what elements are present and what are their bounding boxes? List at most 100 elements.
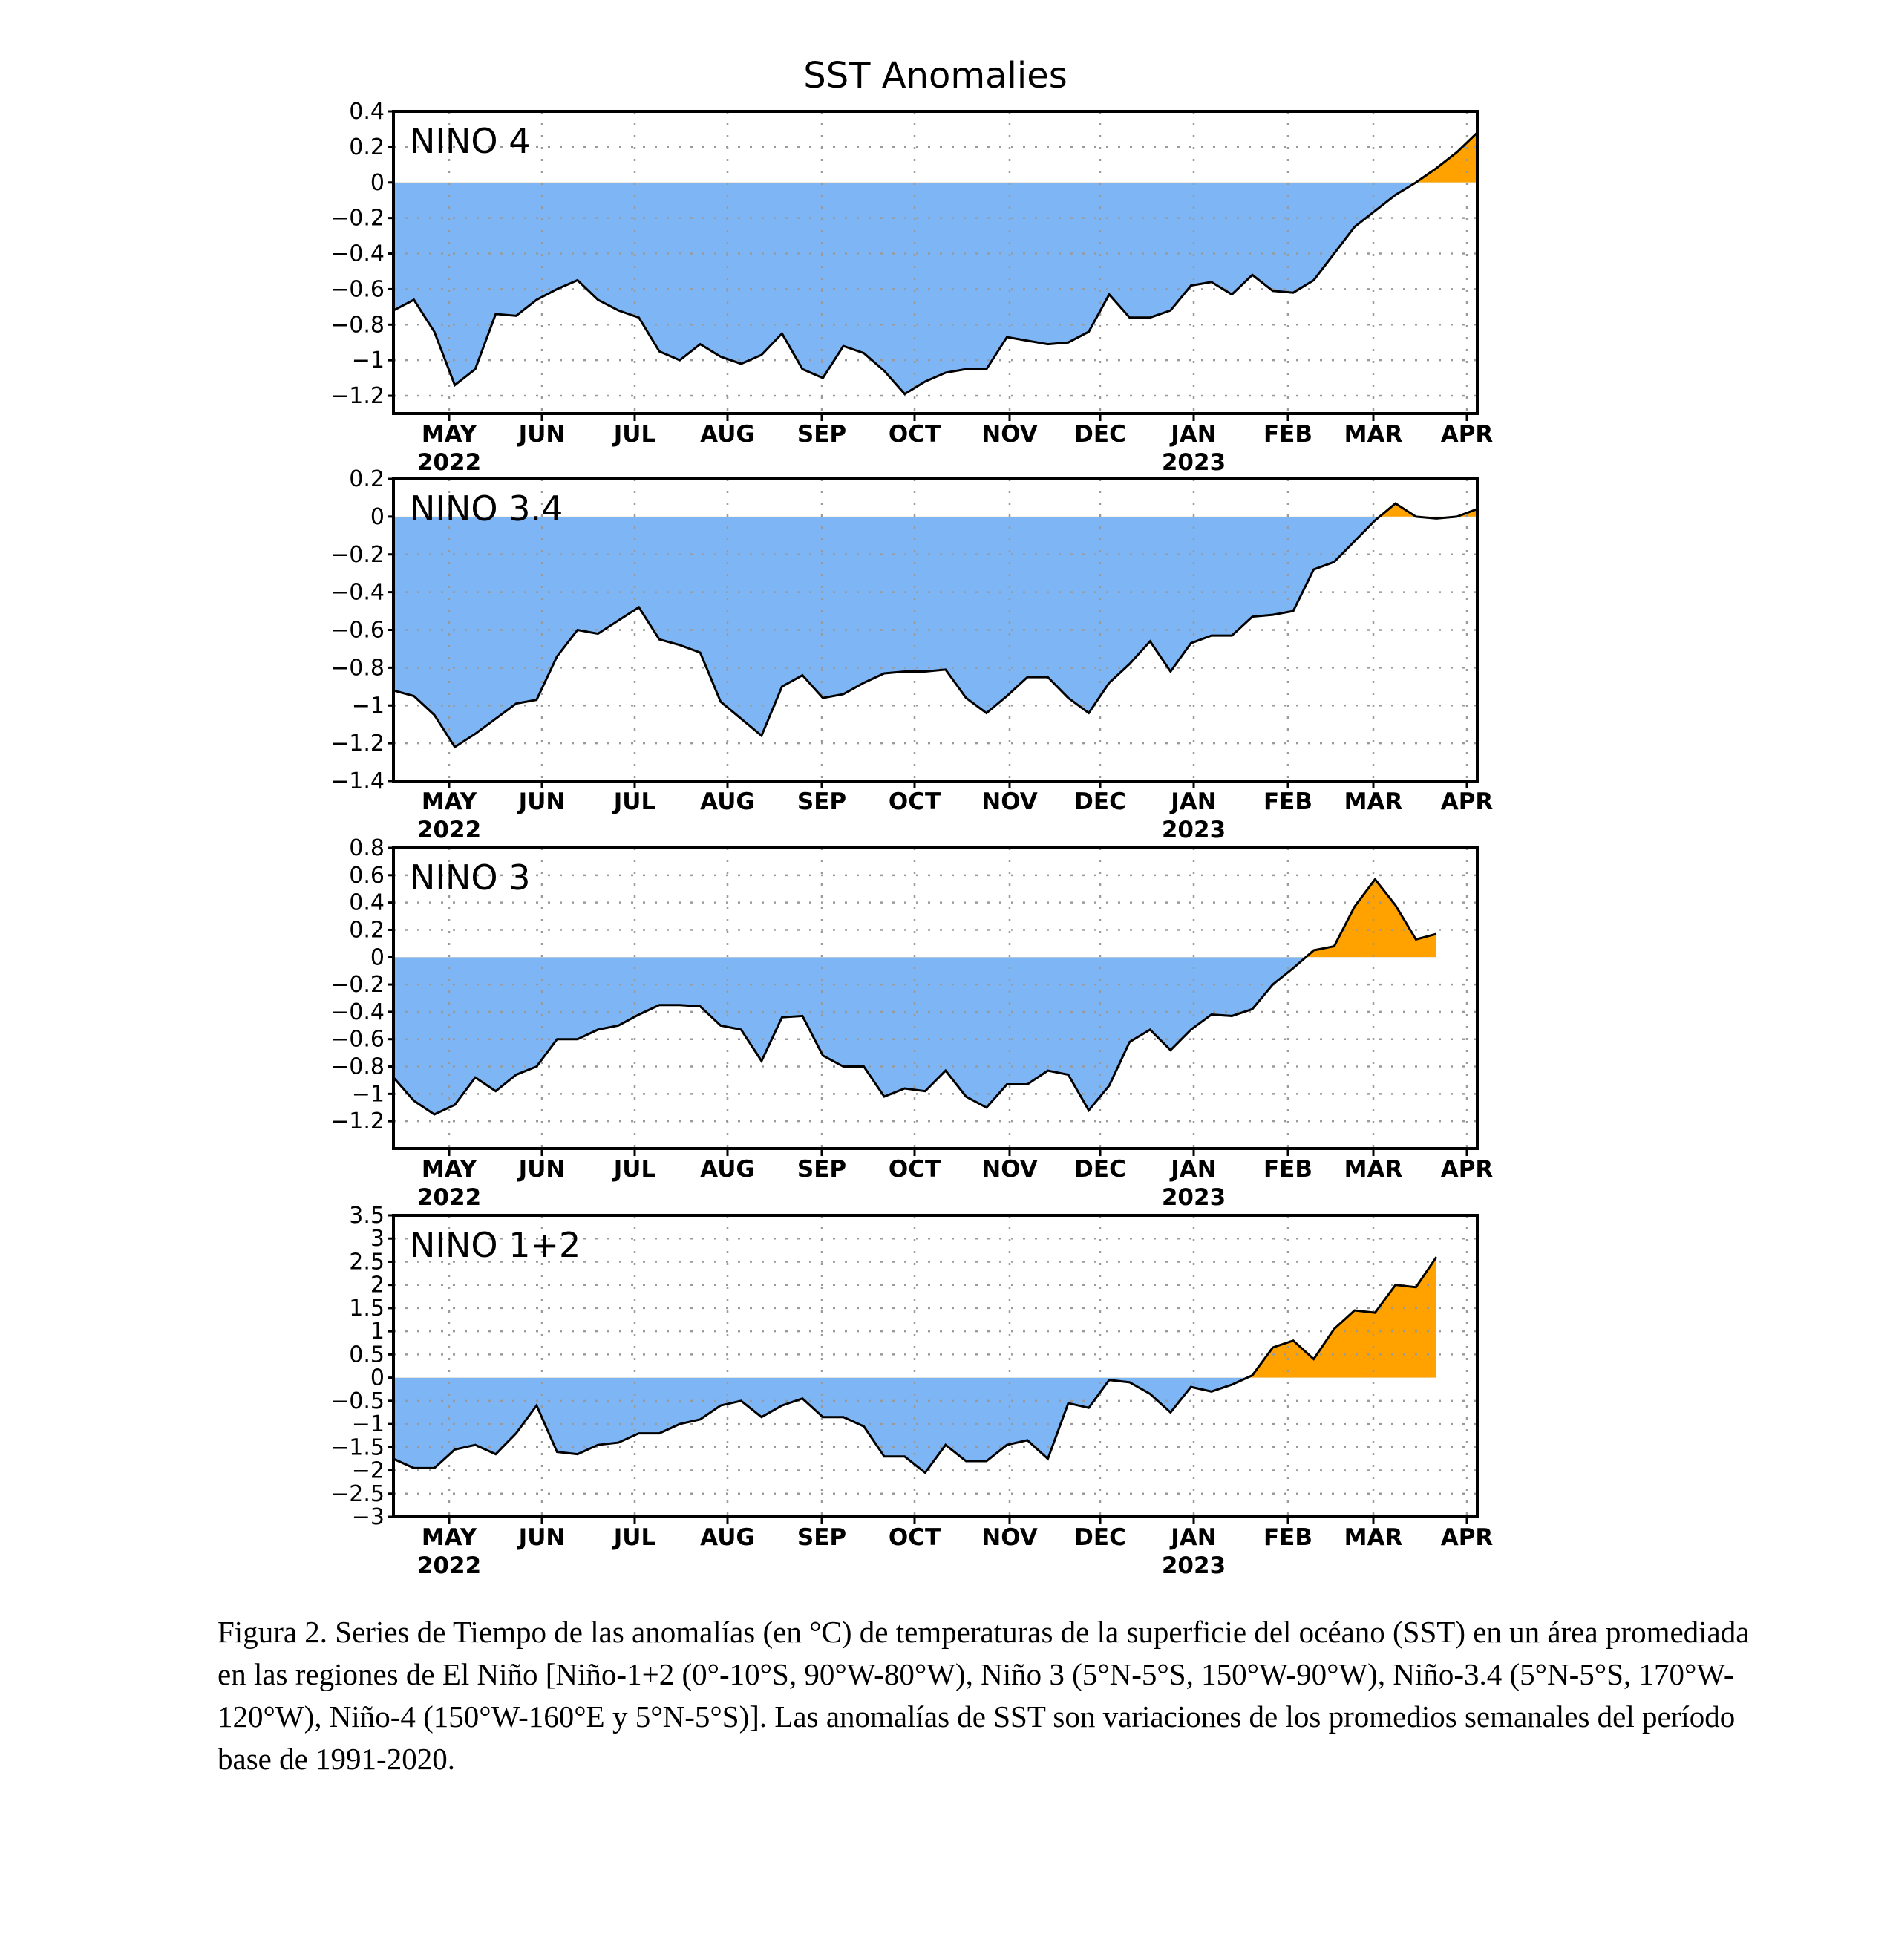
- y-tick-label: 0: [370, 504, 385, 530]
- y-tick-label: −0.4: [330, 999, 385, 1025]
- panel-label: NINO 3.4: [410, 489, 563, 529]
- y-tick-label: 0.5: [349, 1342, 385, 1368]
- x-month-label: JUL: [612, 1156, 655, 1183]
- x-month-label: FEB: [1263, 788, 1312, 815]
- y-tick-label: 0.8: [349, 835, 385, 861]
- negative-anomaly-area: [393, 182, 1477, 394]
- x-month-label: JAN: [1169, 788, 1216, 815]
- x-year-label: 2022: [417, 817, 481, 843]
- x-year-label: 2023: [1162, 449, 1226, 476]
- series-line-0: [393, 131, 1477, 396]
- x-month-label: JUL: [612, 1524, 655, 1551]
- x-month-label: AUG: [700, 1156, 755, 1183]
- x-month-label: AUG: [700, 1524, 755, 1551]
- x-month-label: JUL: [612, 788, 655, 815]
- y-tick-label: −1.2: [330, 383, 385, 409]
- x-month-label: JUN: [517, 1156, 566, 1183]
- y-tick-label: −1: [352, 1081, 385, 1107]
- y-tick-label: 0.4: [349, 99, 385, 125]
- negative-anomaly-area: [393, 1377, 1436, 1473]
- x-month-label: JAN: [1169, 1524, 1216, 1551]
- panel-label: NINO 4: [410, 121, 530, 161]
- x-month-label: JUN: [517, 421, 566, 448]
- x-month-label: DEC: [1074, 421, 1126, 448]
- panel-label: NINO 1+2: [410, 1225, 581, 1265]
- x-month-label: APR: [1441, 1524, 1494, 1551]
- y-tick-label: −0.5: [330, 1388, 385, 1414]
- y-tick-label: 0.2: [349, 917, 385, 943]
- chart-title: SST Anomalies: [803, 55, 1068, 97]
- x-year-label: 2023: [1162, 1552, 1226, 1579]
- y-tick-label: −0.6: [330, 618, 385, 644]
- x-month-label: DEC: [1074, 788, 1126, 815]
- y-tick-label: 0: [370, 944, 385, 970]
- y-tick-label: −1.2: [330, 731, 385, 757]
- x-month-label: JUN: [517, 1524, 566, 1551]
- x-month-label: FEB: [1263, 1156, 1312, 1183]
- y-tick-label: −0.6: [330, 276, 385, 302]
- x-month-label: OCT: [889, 788, 941, 815]
- x-month-label: APR: [1441, 1156, 1494, 1183]
- x-year-label: 2022: [417, 1184, 481, 1211]
- y-tick-label: −0.2: [330, 542, 385, 568]
- x-month-label: MAR: [1344, 421, 1403, 448]
- y-tick-label: −1.4: [330, 768, 385, 794]
- y-tick-label: −1: [352, 693, 385, 719]
- series-line-1: [393, 502, 1477, 749]
- y-tick-label: −1.5: [330, 1434, 385, 1460]
- x-month-label: NOV: [981, 1524, 1037, 1551]
- sst-anomalies-figure: SST Anomalies 0.4 0.2 0 −0.2 −0.4 −0.6 −0.8 −1−…: [330, 55, 1494, 1579]
- x-month-label: SEP: [797, 788, 846, 815]
- y-tick-label: −1: [352, 347, 385, 373]
- y-tick-label: −0.2: [330, 206, 385, 232]
- x-month-label: MAR: [1344, 1156, 1403, 1183]
- x-month-label: MAR: [1344, 1524, 1403, 1551]
- x-year-label: 2022: [417, 449, 481, 476]
- y-tick-label: −0.8: [330, 1054, 385, 1080]
- negative-anomaly-area: [393, 516, 1477, 748]
- y-tick-label: −2.5: [330, 1481, 385, 1507]
- x-month-label: OCT: [889, 1524, 941, 1551]
- y-tick-label: 0: [370, 1365, 385, 1391]
- x-month-label: DEC: [1074, 1524, 1126, 1551]
- y-tick-label: 0.4: [349, 890, 385, 916]
- series-line-2: [393, 877, 1437, 1116]
- x-month-label: MAY: [422, 788, 477, 815]
- y-tick-label: 3: [370, 1226, 385, 1252]
- x-month-label: FEB: [1263, 1524, 1312, 1551]
- x-year-label: 2022: [417, 1552, 481, 1579]
- y-tick-label: −0.2: [330, 972, 385, 998]
- positive-anomaly-area: [393, 879, 1436, 958]
- y-tick-label: 0.2: [349, 466, 385, 492]
- x-month-label: FEB: [1263, 421, 1312, 448]
- panel-label: NINO 3: [410, 858, 530, 898]
- negative-anomaly-area: [393, 957, 1436, 1114]
- y-tick-label: 1.5: [349, 1296, 385, 1322]
- x-month-label: AUG: [700, 421, 755, 448]
- x-month-label: NOV: [981, 421, 1037, 448]
- y-tick-label: 0.6: [349, 863, 385, 889]
- y-tick-label: −1: [352, 1411, 385, 1437]
- x-month-label: NOV: [981, 1156, 1037, 1183]
- y-tick-label: −3: [352, 1504, 385, 1530]
- y-tick-label: −1.2: [330, 1108, 385, 1134]
- x-month-label: SEP: [797, 1524, 846, 1551]
- y-tick-label: 1: [370, 1319, 385, 1345]
- y-tick-label: 2: [370, 1273, 385, 1298]
- x-year-label: 2023: [1162, 1184, 1226, 1211]
- x-month-label: JUL: [612, 421, 655, 448]
- y-tick-label: −2: [352, 1458, 385, 1484]
- y-tick-label: −0.6: [330, 1027, 385, 1053]
- x-month-label: SEP: [797, 1156, 846, 1183]
- y-tick-label: −0.4: [330, 580, 385, 606]
- sst-chart-svg: SST Anomalies 0.40.20−0.2−0.4−0.6−0.8−1−…: [330, 55, 1494, 1579]
- y-tick-label: 0.2: [349, 134, 385, 160]
- positive-anomaly-area: [393, 1257, 1436, 1378]
- x-year-label: 2023: [1162, 817, 1226, 843]
- x-month-label: MAY: [422, 1524, 477, 1551]
- x-month-label: OCT: [889, 1156, 941, 1183]
- series-line-3: [393, 1256, 1438, 1474]
- y-tick-label: −0.8: [330, 312, 385, 338]
- x-month-label: APR: [1441, 421, 1494, 448]
- x-month-label: JUN: [517, 788, 566, 815]
